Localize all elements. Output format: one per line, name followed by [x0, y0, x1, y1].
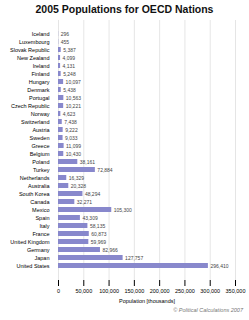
- svg-text:58,135: 58,135: [90, 223, 106, 229]
- svg-text:59,969: 59,969: [91, 239, 107, 245]
- svg-text:60,873: 60,873: [91, 231, 107, 237]
- svg-text:0: 0: [57, 288, 60, 294]
- svg-text:Mexico: Mexico: [32, 207, 49, 213]
- svg-text:32,271: 32,271: [77, 199, 93, 205]
- svg-text:250,000: 250,000: [175, 288, 195, 294]
- svg-text:Hungary: Hungary: [29, 79, 50, 85]
- svg-text:Sweden: Sweden: [30, 135, 50, 141]
- svg-text:Finland: Finland: [31, 71, 49, 77]
- html-text:© Political Calculations 2007: © Political Calculations 2007: [173, 307, 243, 313]
- svg-text:Greece: Greece: [31, 143, 49, 149]
- svg-text:Denmark: Denmark: [27, 87, 50, 93]
- svg-text:South Korea: South Korea: [19, 191, 51, 197]
- svg-text:Canada: Canada: [30, 199, 50, 205]
- svg-text:11,099: 11,099: [66, 143, 81, 149]
- svg-text:127,757: 127,757: [125, 255, 143, 261]
- svg-text:9,222: 9,222: [65, 127, 78, 133]
- svg-text:Austria: Austria: [32, 127, 50, 133]
- svg-text:43,309: 43,309: [82, 215, 98, 221]
- svg-text:38,161: 38,161: [80, 159, 96, 165]
- svg-text:Italy: Italy: [39, 223, 49, 229]
- svg-text:5,438: 5,438: [63, 87, 76, 93]
- svg-text:72,884: 72,884: [97, 167, 113, 173]
- svg-text:Belgium: Belgium: [30, 151, 50, 157]
- svg-text:10,221: 10,221: [66, 103, 82, 109]
- svg-text:Iceland: Iceland: [32, 31, 50, 37]
- svg-text:Luxembourg: Luxembourg: [19, 39, 50, 45]
- svg-text:350,000: 350,000: [226, 288, 246, 294]
- svg-text:United States: United States: [16, 263, 49, 269]
- svg-text:10,097: 10,097: [66, 79, 82, 85]
- svg-text:New Zealand: New Zealand: [17, 55, 49, 61]
- svg-text:7,438: 7,438: [64, 119, 77, 125]
- svg-text:Spain: Spain: [35, 215, 49, 221]
- svg-text:Portugal: Portugal: [29, 95, 50, 101]
- svg-text:20,328: 20,328: [71, 183, 87, 189]
- svg-text:10,563: 10,563: [66, 95, 82, 101]
- svg-text:4,099: 4,099: [63, 55, 76, 61]
- svg-text:16,329: 16,329: [69, 175, 85, 181]
- svg-text:5,387: 5,387: [63, 47, 76, 53]
- svg-text:Netherlands: Netherlands: [20, 175, 50, 181]
- svg-text:300,000: 300,000: [200, 288, 220, 294]
- html-text:2005 Populations for OECD Nati: 2005 Populations for OECD Nations: [35, 3, 214, 15]
- svg-text:296: 296: [61, 31, 70, 37]
- svg-text:105,300: 105,300: [114, 207, 132, 213]
- svg-text:48,294: 48,294: [85, 191, 101, 197]
- svg-text:Poland: Poland: [32, 159, 49, 165]
- svg-text:Japan: Japan: [35, 255, 50, 261]
- svg-text:9,033: 9,033: [65, 135, 78, 141]
- svg-text:Germany: Germany: [27, 247, 50, 253]
- svg-text:296,410: 296,410: [210, 263, 228, 269]
- svg-text:4,131: 4,131: [63, 63, 76, 69]
- svg-text:Norway: Norway: [31, 111, 50, 117]
- svg-text:82,966: 82,966: [102, 247, 118, 253]
- svg-text:100,000: 100,000: [99, 288, 119, 294]
- svg-text:United Kingdom: United Kingdom: [10, 239, 50, 245]
- svg-text:Slovak Republic: Slovak Republic: [10, 47, 50, 53]
- svg-text:50,000: 50,000: [75, 288, 92, 294]
- svg-text:4,623: 4,623: [63, 111, 76, 117]
- svg-text:Turkey: Turkey: [33, 167, 50, 173]
- svg-text:Czech Republic: Czech Republic: [11, 103, 50, 109]
- svg-text:10,430: 10,430: [66, 151, 82, 157]
- svg-text:France: France: [32, 231, 49, 237]
- svg-text:200,000: 200,000: [150, 288, 170, 294]
- svg-text:Australia: Australia: [28, 183, 50, 189]
- svg-text:455: 455: [61, 39, 70, 45]
- svg-text:Ireland: Ireland: [33, 63, 50, 69]
- svg-text:Switzerland: Switzerland: [21, 119, 49, 125]
- svg-text:5,248: 5,248: [63, 71, 76, 77]
- svg-text:Population [thousands]: Population [thousands]: [119, 298, 175, 304]
- svg-text:150,000: 150,000: [124, 288, 144, 294]
